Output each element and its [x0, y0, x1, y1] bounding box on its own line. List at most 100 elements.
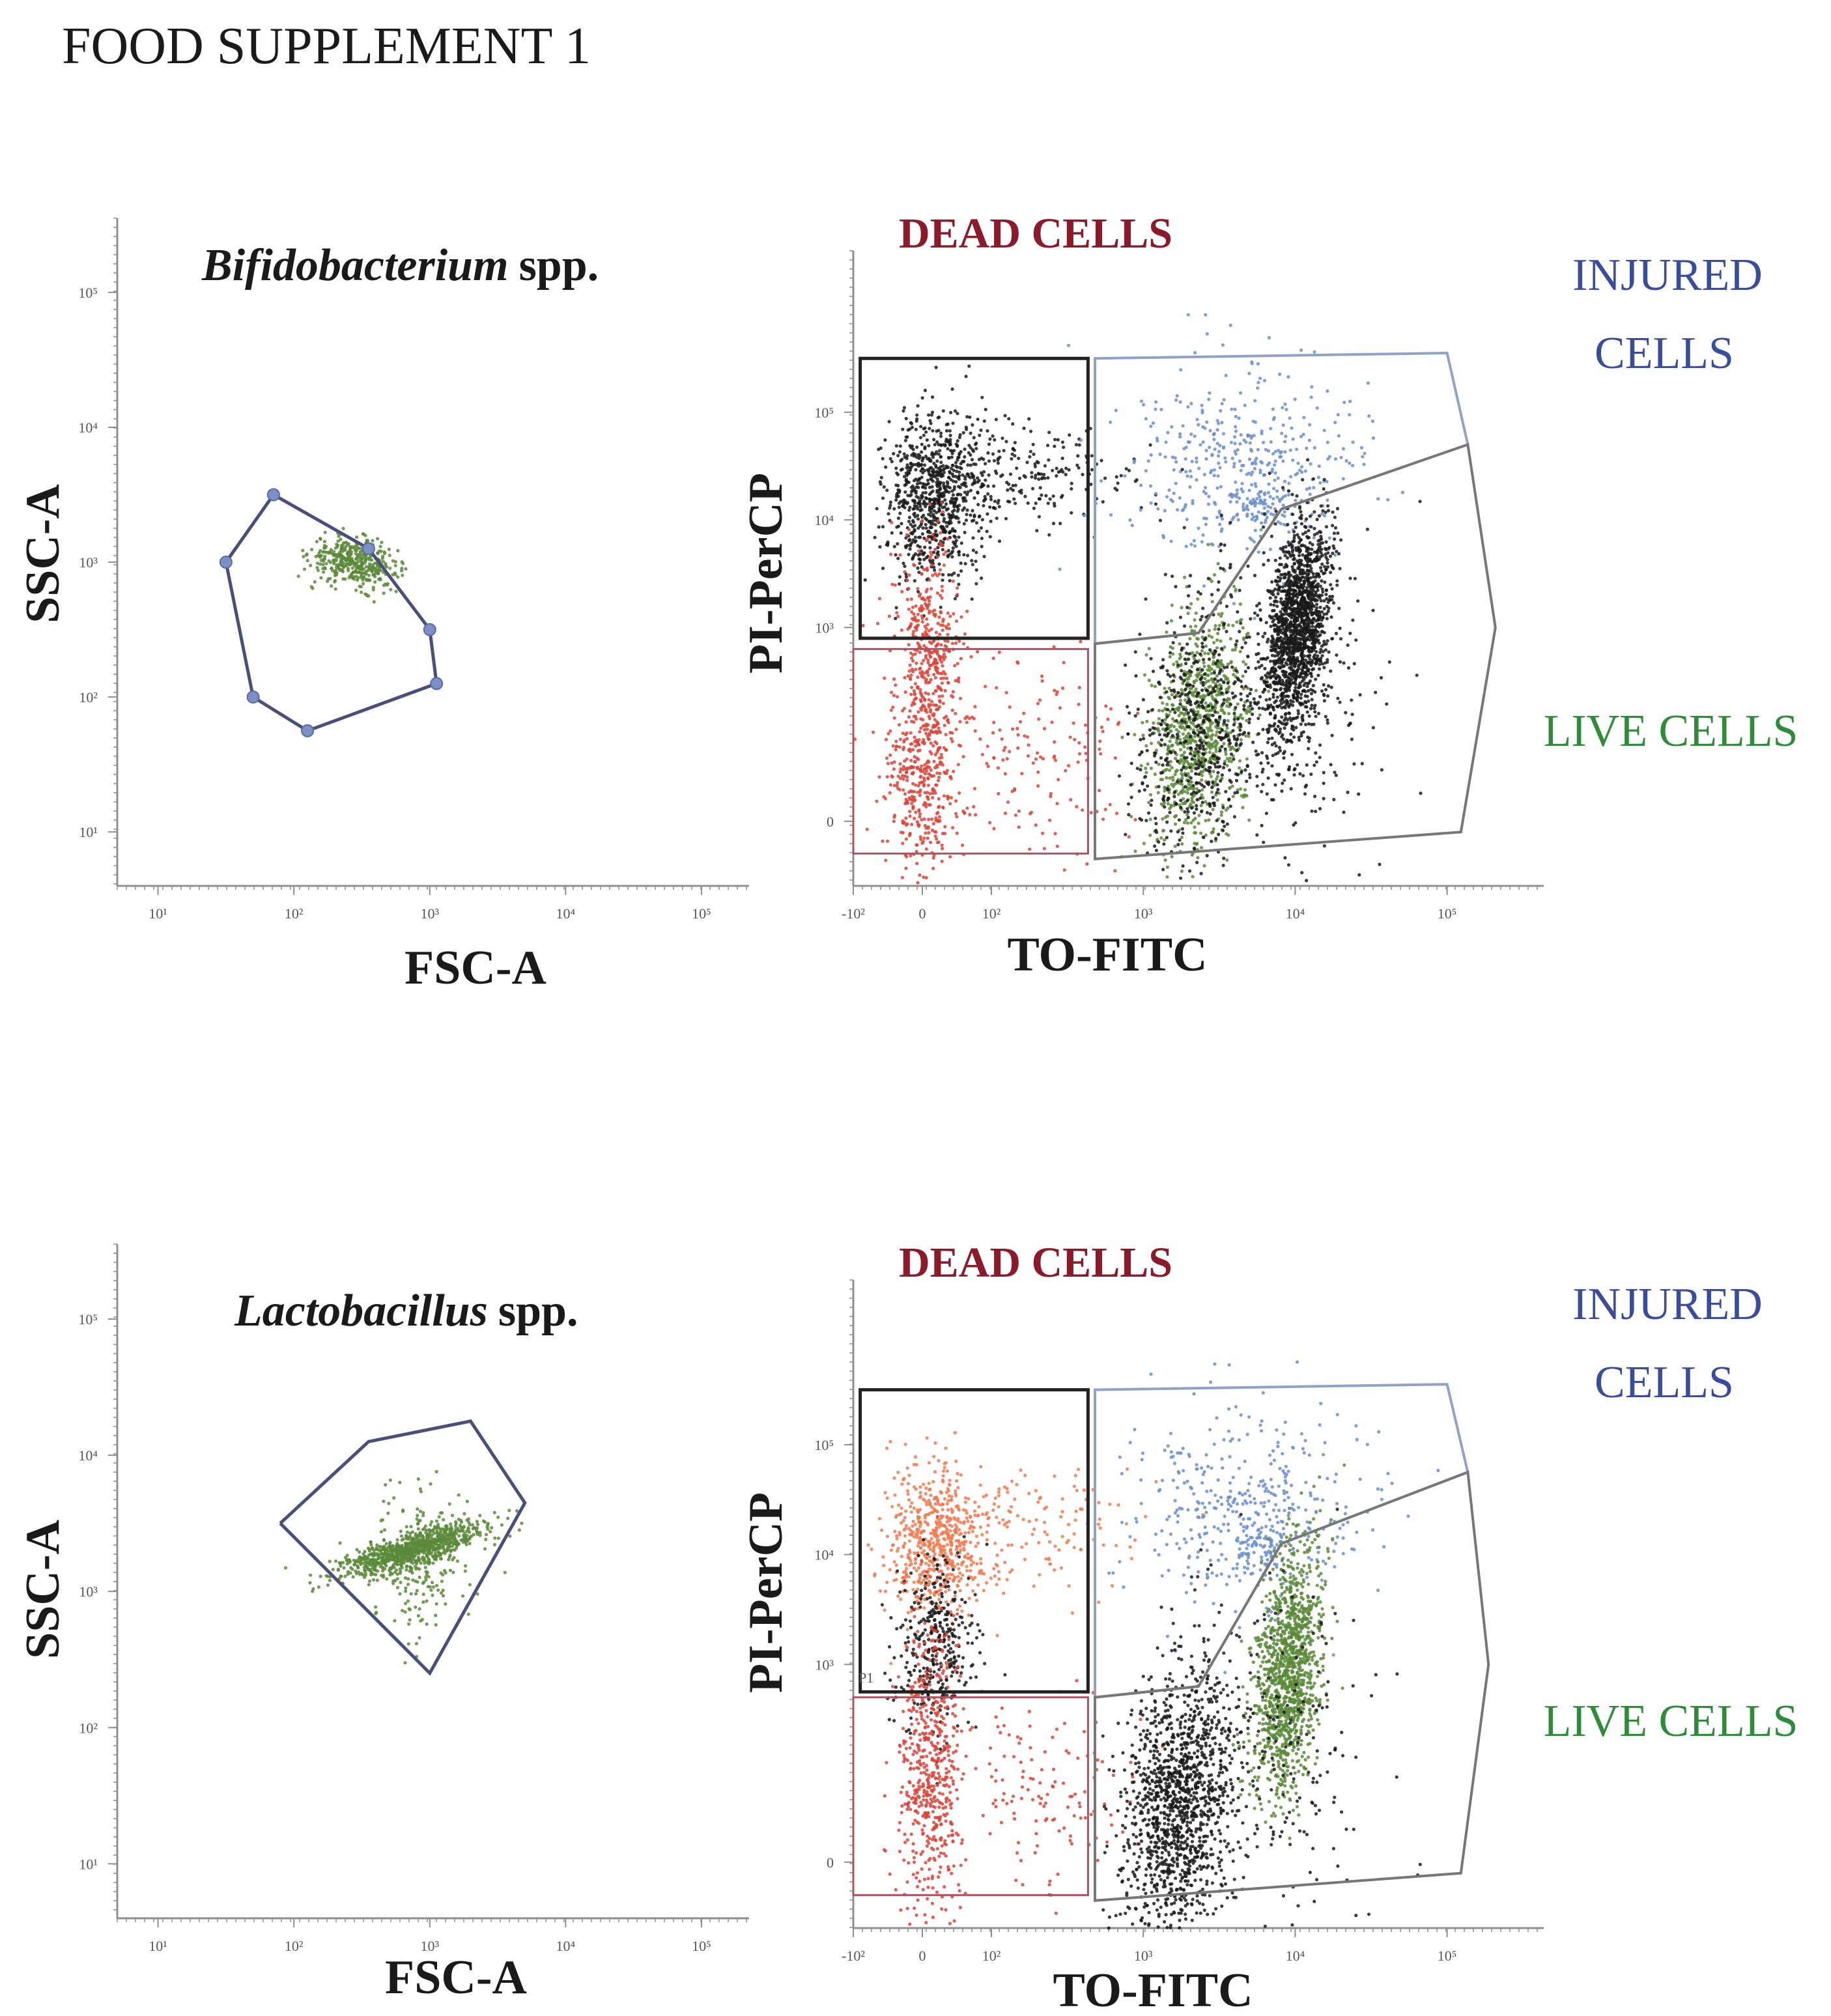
event-point: [939, 525, 943, 528]
event-point: [1170, 619, 1173, 622]
event-point: [1109, 421, 1112, 424]
event-point: [1202, 584, 1206, 588]
event-point: [913, 755, 916, 758]
event-point: [1228, 566, 1232, 569]
event-point: [1053, 445, 1056, 448]
event-point: [971, 519, 974, 522]
event-point: [1189, 776, 1193, 780]
event-point: [889, 457, 892, 461]
event-point: [373, 580, 376, 584]
event-point: [982, 555, 986, 558]
event-point: [988, 821, 991, 824]
event-point: [922, 558, 926, 561]
event-point: [1293, 562, 1296, 565]
event-point: [927, 784, 930, 787]
event-point: [367, 578, 371, 582]
event-point: [315, 540, 319, 543]
event-point: [1193, 545, 1197, 548]
event-point: [1189, 670, 1193, 674]
event-point: [1183, 790, 1186, 793]
event-point: [878, 597, 881, 600]
event-point: [317, 569, 320, 572]
event-point: [923, 698, 926, 701]
event-point: [1257, 511, 1260, 514]
event-point: [986, 451, 989, 455]
event-point: [1209, 685, 1212, 688]
event-point: [909, 743, 913, 746]
event-point: [1157, 717, 1161, 720]
event-point: [962, 500, 965, 503]
event-point: [1250, 483, 1253, 487]
event-point: [1170, 425, 1173, 429]
event-point: [932, 760, 935, 763]
event-point: [400, 560, 403, 563]
event-point: [995, 517, 999, 520]
event-point: [915, 491, 918, 494]
event-point: [1222, 864, 1225, 867]
event-point: [904, 546, 907, 549]
event-point: [1031, 487, 1034, 490]
event-point: [1182, 765, 1185, 769]
event-point: [1175, 728, 1178, 731]
event-point: [1221, 703, 1224, 707]
event-point: [356, 565, 360, 568]
event-point: [932, 438, 935, 441]
event-point: [1146, 749, 1149, 752]
event-point: [358, 556, 361, 560]
event-point: [1218, 683, 1221, 687]
event-point: [948, 470, 951, 474]
event-point: [1178, 642, 1181, 646]
event-point: [1164, 859, 1167, 862]
event-point: [1281, 486, 1285, 489]
event-point: [1187, 440, 1190, 444]
event-point: [899, 444, 902, 447]
event-point: [353, 562, 356, 565]
event-point: [916, 619, 920, 622]
event-point: [1034, 502, 1038, 505]
event-point: [953, 530, 956, 533]
event-point: [1213, 690, 1216, 693]
event-point: [1254, 482, 1257, 485]
event-point: [900, 522, 903, 525]
event-point: [1258, 502, 1261, 505]
event-point: [885, 489, 888, 492]
event-point: [1020, 772, 1023, 775]
event-point: [926, 569, 929, 572]
event-point: [926, 588, 929, 591]
event-point: [908, 709, 911, 713]
event-point: [909, 622, 913, 625]
event-point: [1168, 811, 1171, 814]
event-point: [1221, 829, 1225, 832]
event-point: [1180, 836, 1184, 839]
event-point: [993, 459, 996, 462]
event-point: [1170, 539, 1173, 543]
event-point: [1211, 706, 1214, 709]
event-point: [1056, 690, 1059, 694]
event-point: [986, 530, 989, 533]
event-point: [1144, 469, 1148, 472]
event-point: [1231, 457, 1234, 460]
event-point: [896, 454, 900, 457]
event-point: [401, 574, 404, 577]
event-point: [1194, 702, 1197, 705]
event-point: [1017, 825, 1021, 829]
event-point: [925, 876, 928, 879]
event-point: [1017, 457, 1020, 460]
event-point: [921, 396, 924, 399]
event-point: [357, 560, 360, 563]
event-point: [909, 677, 912, 681]
event-point: [911, 632, 915, 636]
event-point: [1289, 449, 1292, 452]
event-point: [1157, 681, 1160, 684]
event-point: [937, 616, 941, 619]
event-point: [920, 842, 924, 845]
event-point: [1167, 802, 1170, 805]
event-point: [931, 395, 934, 399]
event-point: [892, 767, 896, 771]
event-point: [948, 579, 952, 582]
event-point: [1171, 776, 1174, 779]
event-point: [1156, 727, 1159, 730]
event-point: [944, 733, 948, 736]
event-point: [889, 500, 892, 504]
event-point: [1163, 509, 1167, 512]
